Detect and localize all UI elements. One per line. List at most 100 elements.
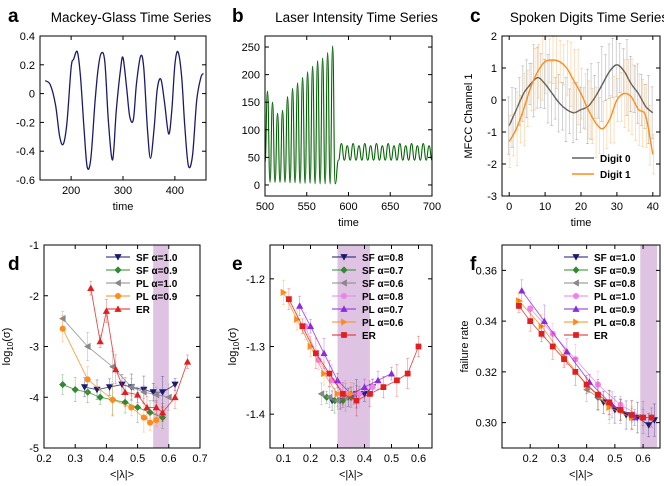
plot-area-c (506, 36, 656, 175)
y-tick-label: 0 (29, 89, 35, 101)
legend-swatch-marker (114, 266, 122, 274)
legend-label: PL α=0.7 (362, 305, 404, 316)
panel-letter-b: b (232, 6, 244, 27)
data-point (404, 370, 411, 377)
data-point (140, 388, 147, 396)
panel-a: a Mackey-Glass Time Series 200 300 400 -0.6 -0… (8, 6, 212, 213)
data-point (360, 383, 369, 390)
panel-e: e 0.1 0.2 0.3 0.4 0.5 0.6 -1.4 -1.3 -1.2 <|λ|> log1… (227, 244, 433, 481)
legend-label: PL α=0.6 (362, 318, 404, 329)
legend-swatch-marker (340, 305, 348, 312)
x-tick-label: 0.5 (607, 453, 622, 465)
y-tick-label: -2 (29, 291, 39, 303)
data-point (294, 315, 301, 324)
data-point (572, 368, 579, 375)
plot-frame (501, 244, 661, 449)
legend-swatch-marker (114, 254, 122, 261)
data-point (84, 342, 91, 351)
data-point (333, 397, 341, 405)
series-6 (280, 279, 355, 410)
x-tick-label: 0.2 (36, 453, 51, 465)
data-point (583, 381, 590, 388)
data-point (549, 343, 556, 350)
data-point (127, 383, 135, 391)
panel-title-a: Mackey-Glass Time Series (51, 10, 212, 25)
legend-swatch-marker (572, 305, 580, 312)
legend: SF α=0.8 SF α=0.7 SF α=0.6 PL α=0.8 PL α=0.7… (332, 253, 404, 342)
x-tick-label: 0.2 (303, 453, 318, 465)
data-point (71, 386, 79, 394)
x-tick-label: 550 (298, 201, 316, 213)
legend-label: SF α=0.9 (136, 266, 178, 277)
legend-label: PL α=0.9 (594, 305, 636, 316)
legend-label: ER (136, 305, 151, 316)
data-point (121, 388, 129, 396)
series-4 (59, 315, 160, 433)
data-point (387, 369, 396, 377)
y-tick-label: -3 (487, 191, 497, 203)
data-point (296, 302, 304, 309)
legend: SF α=1.0 SF α=0.9 PL α=1.0 PL α=0.9 ER (106, 253, 178, 316)
data-point (325, 393, 333, 401)
legend-swatch-marker (340, 266, 348, 274)
y-tick-label: -0.2 (16, 117, 35, 129)
plot-area-e (280, 279, 422, 417)
data-point (628, 412, 635, 418)
x-axis-title: time (571, 217, 592, 229)
y-tick-label: -3 (29, 342, 39, 354)
legend-swatch-marker (572, 266, 580, 274)
data-point (102, 307, 110, 314)
data-point (356, 390, 363, 397)
data-point (348, 390, 355, 398)
y-axis-title: log10(σ) (1, 328, 15, 366)
shaded-region (337, 245, 370, 448)
x-tick-label: 10 (539, 201, 551, 213)
data-point (149, 389, 157, 396)
y-tick-label: -1.2 (246, 274, 265, 286)
data-point (326, 370, 333, 377)
data-point (595, 391, 601, 398)
data-point (367, 390, 373, 397)
data-point (59, 380, 67, 389)
data-point (140, 414, 147, 421)
panel-title-c: Spoken Digits Time Series (510, 10, 664, 25)
data-point (80, 384, 89, 391)
legend-label: Digit 0 (600, 154, 631, 165)
panel-letter-e: e (232, 254, 243, 275)
x-tick-label: 0.7 (192, 453, 207, 465)
data-point (183, 358, 192, 365)
legend-swatch-marker (572, 279, 579, 287)
y-tick-label: 0 (254, 180, 260, 192)
y-tick-label: -1.3 (246, 342, 265, 354)
legend-label: SF α=0.9 (594, 266, 636, 277)
x-tick-label: 0.5 (130, 453, 145, 465)
data-point (146, 408, 154, 417)
series-7 (516, 299, 655, 430)
shaded-region (153, 245, 169, 448)
legend-label: PL α=0.8 (594, 318, 636, 329)
y-tick-label: -1.4 (246, 409, 265, 421)
y-tick-label: 2 (491, 31, 497, 43)
y-axis-title: log10(σ) (227, 328, 241, 366)
data-point (518, 287, 526, 294)
data-point (109, 363, 116, 371)
x-tick-label: 0.2 (523, 453, 538, 465)
y-tick-label: -4 (29, 392, 39, 404)
data-point (152, 403, 160, 411)
panel-letter-f: f (470, 254, 477, 275)
series-line (265, 45, 432, 185)
data-point (317, 390, 325, 398)
data-point (143, 403, 151, 411)
x-tick-label: 0.4 (579, 453, 594, 465)
x-axis-title: <|λ|> (339, 469, 363, 481)
legend-swatch-marker (340, 254, 348, 261)
data-point (321, 369, 328, 378)
x-axis-title: time (338, 217, 359, 229)
data-point (538, 330, 545, 337)
data-point (313, 350, 319, 357)
data-point (527, 318, 534, 325)
data-point (109, 396, 116, 403)
y-tick-label: 0 (491, 95, 497, 107)
